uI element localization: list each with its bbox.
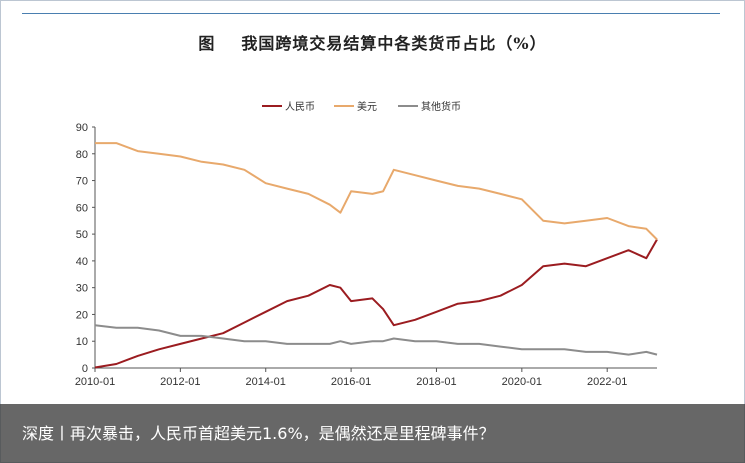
legend-label: 人民币	[285, 101, 315, 113]
figure-label: 图	[198, 34, 216, 53]
y-tick-label: 30	[76, 283, 88, 295]
y-tick-label: 60	[76, 202, 88, 214]
x-tick-label: 2010-01	[75, 376, 115, 388]
y-tick-label: 80	[76, 149, 88, 161]
series-line	[95, 142, 658, 241]
x-tick-label: 2018-01	[416, 376, 456, 388]
top-rule	[22, 13, 720, 14]
x-tick-label: 2016-01	[331, 376, 371, 388]
chart-title-text: 我国跨境交易结算中各类货币占比（%）	[241, 34, 547, 53]
caption-bar	[0, 404, 745, 463]
series-line	[94, 324, 658, 356]
x-tick-label: 2020-01	[502, 376, 542, 388]
x-tick-label: 2022-01	[587, 376, 627, 388]
legend-label: 美元	[357, 100, 377, 113]
y-tick-label: 70	[76, 176, 88, 188]
y-tick-label: 20	[76, 309, 88, 321]
caption-text[interactable]: 深度丨再次暴击，人民币首超美元1.6%，是偶然还是里程碑事件？	[22, 424, 495, 443]
y-tick-label: 40	[76, 256, 88, 268]
legend-label: 其他货币	[421, 100, 461, 113]
series-line	[94, 239, 658, 369]
chart-title: 图 我国跨境交易结算中各类货币占比（%）	[0, 30, 745, 54]
x-tick-label: 2012-01	[160, 376, 200, 388]
x-tick-label: 2014-01	[246, 376, 286, 388]
y-tick-label: 0	[82, 363, 88, 375]
y-tick-label: 90	[76, 122, 88, 134]
y-tick-label: 50	[76, 229, 88, 241]
y-tick-label: 10	[76, 336, 88, 348]
